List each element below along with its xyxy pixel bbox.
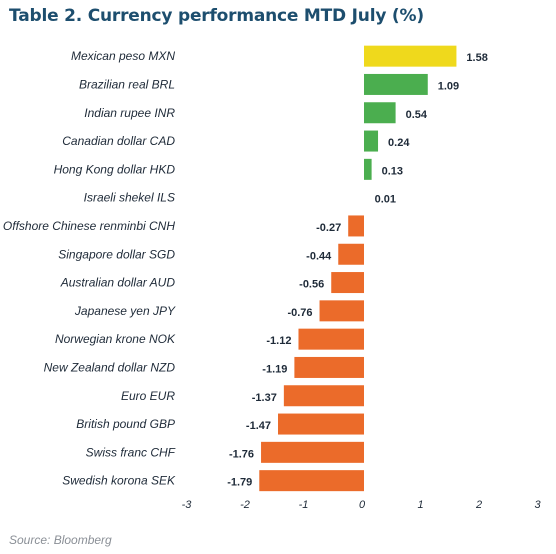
bar [348, 215, 364, 237]
x-tick-label: 2 [475, 499, 482, 511]
bar-chart: Mexican peso MXN 1.58 Brazilian real BRL 1.… [3, 45, 541, 511]
category-label: New Zealand dollar NZD [44, 360, 176, 374]
value-label: -0.76 [287, 307, 312, 319]
bar [261, 441, 364, 463]
bar [298, 328, 364, 350]
x-tick-label: -3 [182, 499, 193, 511]
category-label: Swiss franc CHF [86, 445, 176, 459]
bar [364, 102, 396, 124]
x-tick-label: -2 [240, 499, 250, 511]
bar [294, 356, 364, 378]
value-label: -1.12 [266, 335, 291, 347]
x-tick-label: 3 [534, 499, 541, 511]
category-label: Canadian dollar CAD [62, 134, 175, 148]
category-label: British pound GBP [76, 417, 175, 431]
value-label: -0.56 [299, 279, 324, 291]
category-label: Mexican peso MXN [71, 49, 175, 63]
bar [364, 45, 457, 67]
category-label: Indian rupee INR [84, 106, 175, 120]
category-label: Australian dollar AUD [60, 276, 176, 290]
category-label: Euro EUR [121, 389, 175, 403]
value-label: 0.01 [375, 194, 396, 206]
category-label: Brazilian real BRL [79, 77, 175, 91]
x-tick-label: 0 [359, 499, 366, 511]
source-note: Source: Bloomberg [9, 533, 112, 547]
value-label: -0.27 [316, 222, 341, 234]
category-label: Swedish korona SEK [62, 474, 176, 488]
bar [364, 158, 372, 180]
bar [338, 243, 364, 265]
bar [319, 300, 364, 322]
value-label: -1.79 [227, 477, 252, 489]
value-label: 0.13 [382, 165, 403, 177]
bar [259, 470, 364, 492]
category-label: Japanese yen JPY [74, 304, 176, 318]
bar [283, 385, 364, 407]
category-label: Norwegian krone NOK [55, 332, 176, 346]
category-label: Hong Kong dollar HKD [54, 162, 176, 176]
bar [278, 413, 364, 435]
value-label: 1.58 [466, 52, 487, 64]
value-label: 0.24 [388, 137, 410, 149]
value-label: -0.44 [306, 250, 332, 262]
category-label: Singapore dollar SGD [58, 247, 175, 261]
x-tick-label: 1 [417, 499, 423, 511]
bar [331, 272, 364, 294]
value-label: -1.76 [229, 448, 254, 460]
category-label: Israeli shekel ILS [84, 191, 175, 205]
value-label: -1.19 [262, 363, 287, 375]
bar [364, 130, 379, 152]
value-label: 0.54 [406, 109, 428, 121]
x-tick-label: -1 [299, 499, 309, 511]
chart-title: Table 2. Currency performance MTD July (… [9, 6, 424, 26]
category-label: Offshore Chinese renminbi CNH [3, 219, 175, 233]
value-label: -1.37 [252, 392, 277, 404]
value-label: 1.09 [438, 80, 459, 92]
bar [364, 73, 428, 95]
value-label: -1.47 [246, 420, 271, 432]
